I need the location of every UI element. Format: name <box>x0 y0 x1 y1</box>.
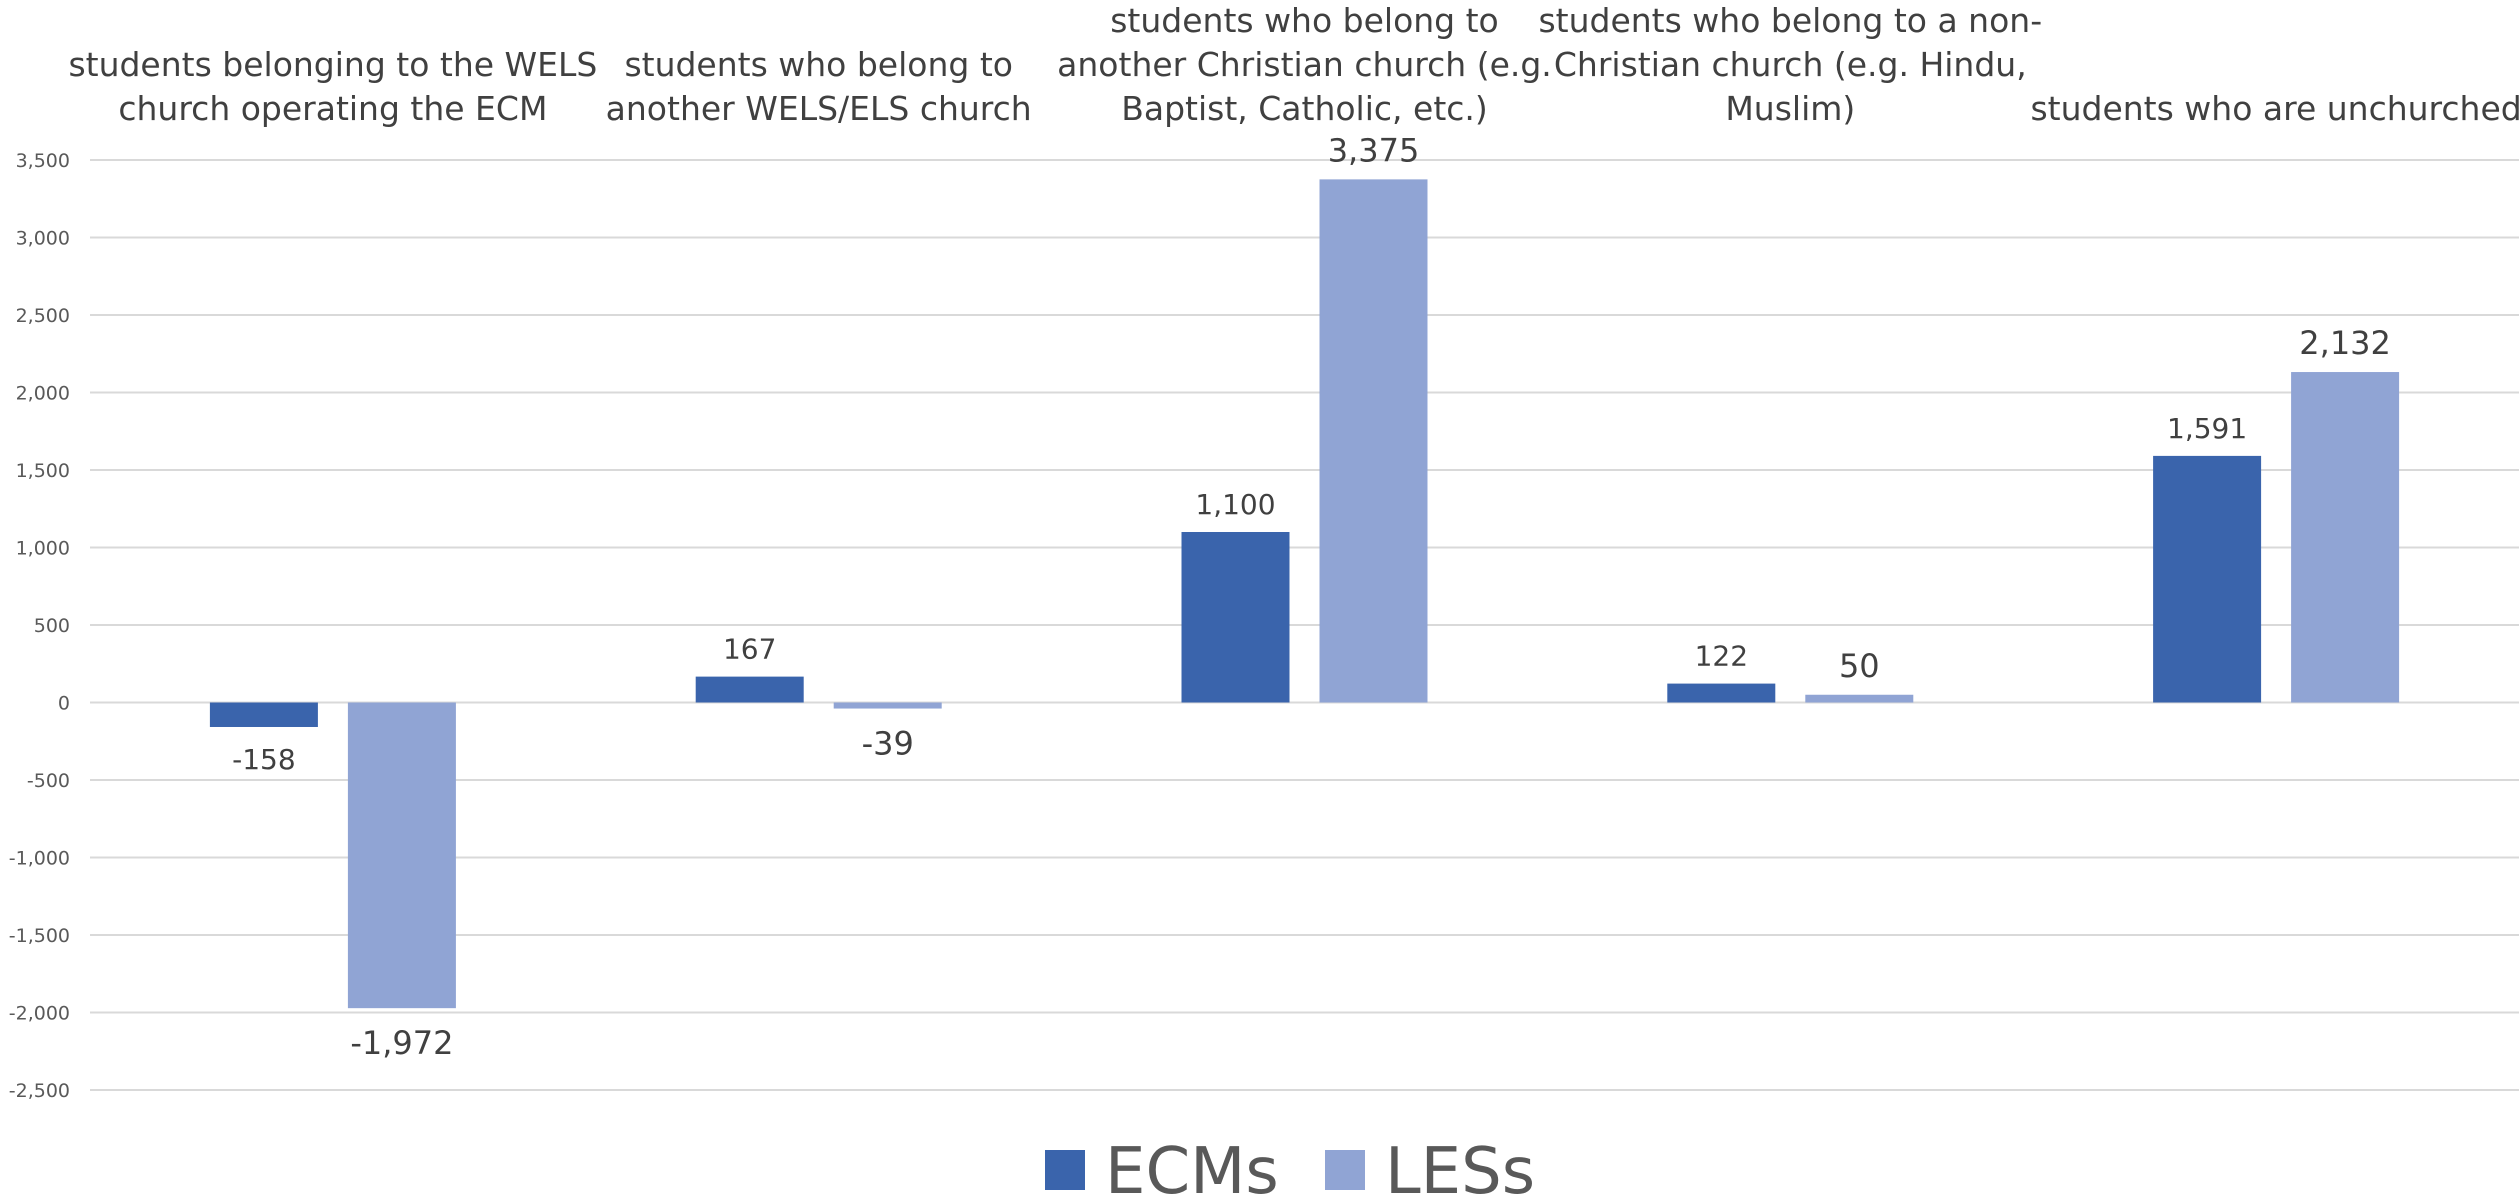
category-title: students who are unchurched <box>2030 89 2519 128</box>
y-tick-label: 2,000 <box>16 383 70 405</box>
data-label: 122 <box>1695 640 1748 673</box>
y-axis-tick-labels: 3,500 3,000 2,500 2,000 1,500 1,000 500 0 -500 -1… <box>9 150 70 1102</box>
bar-ecms <box>209 702 318 727</box>
category-titles: students belonging to the WELS church ope… <box>68 1 2519 128</box>
y-tick-label: -1,500 <box>9 925 70 947</box>
category-title: students belonging to the WELS church ope… <box>68 45 597 128</box>
y-tick-label: -2,000 <box>9 1003 70 1025</box>
y-tick-label: -2,500 <box>9 1080 70 1102</box>
legend-label: ECMs <box>1105 1135 1279 1199</box>
bar-less <box>1805 694 1914 703</box>
bars <box>209 179 2400 1009</box>
data-label: -1,972 <box>350 1024 453 1062</box>
data-label: 1,591 <box>2167 412 2247 445</box>
category-title: students who belong to another Christian … <box>1057 1 1552 128</box>
y-tick-label: -500 <box>27 770 70 792</box>
data-label: 167 <box>723 633 776 666</box>
bar-less <box>2291 372 2400 703</box>
y-tick-label: 2,500 <box>16 305 70 327</box>
bar-ecms <box>1667 683 1776 703</box>
bar-less <box>347 702 456 1009</box>
legend-label: LESs <box>1385 1135 1535 1199</box>
y-tick-label: 3,500 <box>16 150 70 172</box>
data-label: 1,100 <box>1195 488 1275 521</box>
y-tick-label: 3,000 <box>16 228 70 250</box>
data-label: 50 <box>1839 647 1880 685</box>
data-label: 3,375 <box>1328 131 1420 169</box>
data-labels: -158 167 1,100 122 1,591 -1,972 -39 3,375 50 2,13… <box>232 131 2391 1062</box>
bar-ecms <box>2153 455 2262 703</box>
bar-ecms <box>695 676 804 703</box>
legend-swatch <box>1325 1150 1365 1190</box>
category-title: students who belong to a non-Christian c… <box>1538 1 2042 128</box>
gridlines <box>90 159 2519 1091</box>
y-tick-label: 0 <box>58 693 70 715</box>
legend-swatch <box>1045 1150 1085 1190</box>
bar-ecms <box>1181 532 1290 703</box>
bar-less <box>1319 179 1428 703</box>
y-tick-label: 1,500 <box>16 460 70 482</box>
data-label: 2,132 <box>2299 324 2391 362</box>
y-tick-label: 1,000 <box>16 538 70 560</box>
y-tick-label: -1,000 <box>9 848 70 870</box>
bar-less <box>833 702 942 709</box>
data-label: -39 <box>862 725 914 763</box>
data-label: -158 <box>232 743 296 776</box>
category-title: students who belong to another WELS/ELS c… <box>606 45 1032 128</box>
y-tick-label: 500 <box>34 615 70 637</box>
legend: ECMs LESs <box>1045 1135 1535 1199</box>
